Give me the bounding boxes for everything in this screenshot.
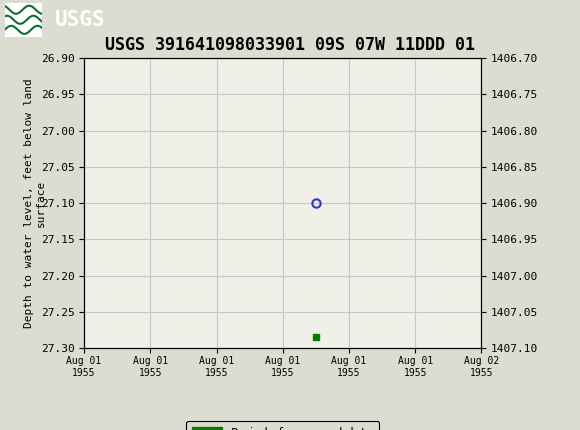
FancyBboxPatch shape: [5, 3, 42, 37]
Y-axis label: Depth to water level, feet below land
surface: Depth to water level, feet below land su…: [24, 78, 46, 328]
Text: USGS 391641098033901 09S 07W 11DDD 01: USGS 391641098033901 09S 07W 11DDD 01: [105, 36, 475, 54]
Legend: Period of approved data: Period of approved data: [186, 421, 379, 430]
Text: USGS: USGS: [55, 10, 106, 30]
